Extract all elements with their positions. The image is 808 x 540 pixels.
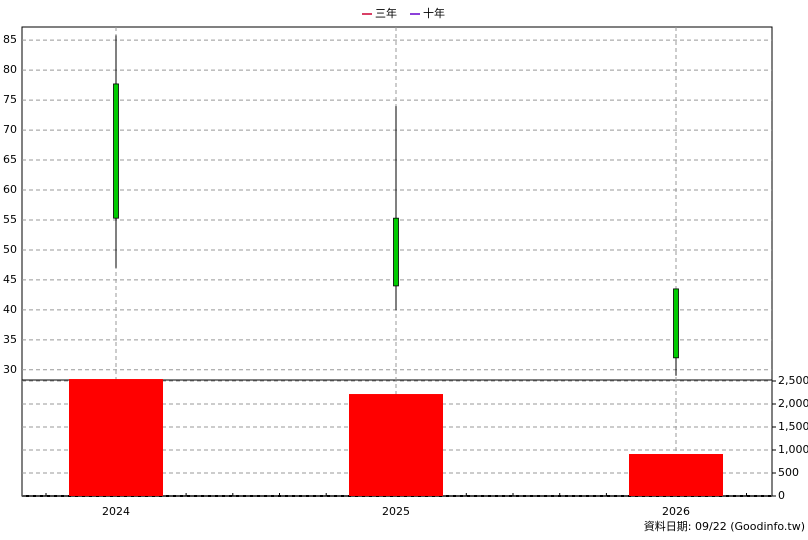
footer: 資料日期: 09/22 (Goodinfo.tw) xyxy=(644,519,805,533)
y-tick-label: 75 xyxy=(3,93,17,106)
y-tick-label: 60 xyxy=(3,183,17,196)
y-tick-label: 40 xyxy=(3,303,17,316)
y-tick-label: 80 xyxy=(3,63,17,76)
y2-tick-label: 2,500 xyxy=(778,374,808,387)
y2-tick-label: 500 xyxy=(778,466,799,479)
y2-tick-label: 1,000 xyxy=(778,443,808,456)
candle-body xyxy=(113,83,119,219)
y-tick-label: 55 xyxy=(3,213,17,226)
x-tick-label: 2025 xyxy=(382,505,410,518)
y2-tick-label: 1,500 xyxy=(778,420,808,433)
y-tick-label: 45 xyxy=(3,273,17,286)
candle-body xyxy=(673,288,679,359)
y2-tick-label: 0 xyxy=(778,489,785,502)
volume-bar xyxy=(349,394,443,496)
y-tick-label: 65 xyxy=(3,153,17,166)
volume-bar xyxy=(69,379,163,496)
legend-label: 三年 xyxy=(375,6,397,20)
y-tick-label: 85 xyxy=(3,33,17,46)
candle-body xyxy=(393,217,399,287)
y-tick-label: 50 xyxy=(3,243,17,256)
y-tick-label: 35 xyxy=(3,333,17,346)
y-tick-label: 70 xyxy=(3,123,17,136)
y2-tick-label: 2,000 xyxy=(778,397,808,410)
legend-label: 十年 xyxy=(423,6,445,20)
volume-bar xyxy=(629,454,723,496)
x-tick-label: 2024 xyxy=(102,505,130,518)
y-tick-label: 30 xyxy=(3,363,17,376)
x-tick-label: 2026 xyxy=(662,505,690,518)
